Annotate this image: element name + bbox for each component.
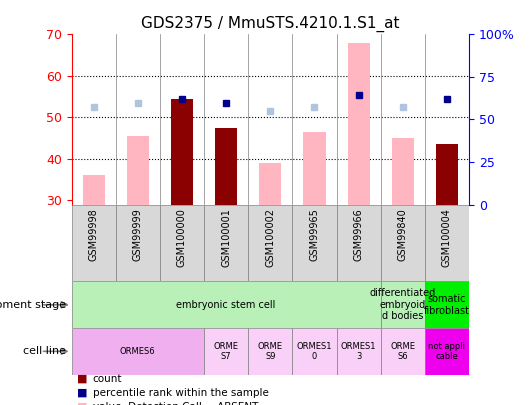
Text: not appli
cable: not appli cable (428, 342, 465, 361)
Text: GSM99998: GSM99998 (89, 208, 99, 261)
Text: GSM100002: GSM100002 (266, 208, 275, 267)
Bar (381, 281, 425, 328)
Bar (72, 205, 116, 281)
Bar (248, 328, 293, 375)
Bar (215, 128, 237, 205)
Bar (259, 163, 281, 205)
Text: ■: ■ (77, 374, 87, 384)
Title: GDS2375 / MmuSTS.4210.1.S1_at: GDS2375 / MmuSTS.4210.1.S1_at (141, 15, 400, 32)
Text: ORME
S7: ORME S7 (214, 342, 238, 361)
Bar (127, 136, 149, 205)
Text: development stage: development stage (0, 300, 66, 310)
Text: embryonic stem cell: embryonic stem cell (176, 300, 276, 310)
Bar (248, 205, 293, 281)
Text: GSM99966: GSM99966 (354, 208, 364, 261)
Bar (425, 205, 469, 281)
Bar (436, 144, 458, 205)
Bar (381, 205, 425, 281)
Bar (72, 328, 204, 375)
Bar (425, 281, 469, 328)
Bar (72, 281, 381, 328)
Text: percentile rank within the sample: percentile rank within the sample (93, 388, 269, 398)
Text: ■: ■ (77, 388, 87, 398)
Text: value, Detection Call = ABSENT: value, Detection Call = ABSENT (93, 402, 258, 405)
Text: somatic
fibroblast: somatic fibroblast (424, 294, 470, 315)
Bar (425, 328, 469, 375)
Bar (204, 205, 248, 281)
Text: GSM99840: GSM99840 (398, 208, 408, 261)
Text: GSM99999: GSM99999 (133, 208, 143, 261)
Text: ORME
S9: ORME S9 (258, 342, 283, 361)
Text: count: count (93, 374, 122, 384)
Bar (293, 205, 337, 281)
Bar (83, 175, 105, 205)
Bar (348, 43, 369, 205)
Text: GSM99965: GSM99965 (310, 208, 320, 261)
Bar (337, 328, 381, 375)
Text: GSM100000: GSM100000 (177, 208, 187, 267)
Text: GSM100004: GSM100004 (442, 208, 452, 267)
Text: ORME
S6: ORME S6 (390, 342, 416, 361)
Bar (171, 99, 193, 205)
Text: ORMES1
0: ORMES1 0 (297, 342, 332, 361)
Bar (392, 138, 414, 205)
Text: GSM100001: GSM100001 (221, 208, 231, 267)
Text: cell line: cell line (23, 346, 66, 356)
Text: ■: ■ (77, 402, 87, 405)
Bar (303, 132, 325, 205)
Text: ORMES6: ORMES6 (120, 347, 156, 356)
Bar (293, 328, 337, 375)
Bar (381, 328, 425, 375)
Text: ORMES1
3: ORMES1 3 (341, 342, 376, 361)
Bar (204, 328, 248, 375)
Bar (337, 205, 381, 281)
Bar (116, 205, 160, 281)
Text: differentiated
embryoid
d bodies: differentiated embryoid d bodies (369, 288, 436, 321)
Bar (160, 205, 204, 281)
